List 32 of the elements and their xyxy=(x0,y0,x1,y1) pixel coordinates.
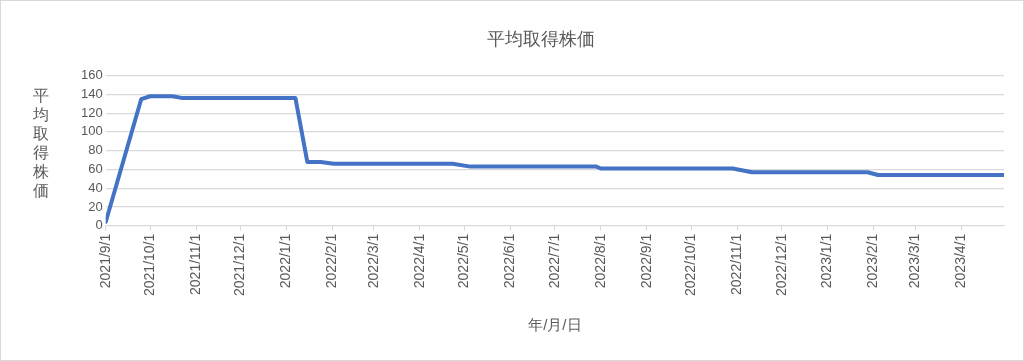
x-tick-label: 2022/8/1 xyxy=(591,233,608,289)
x-tick-label: 2022/7/1 xyxy=(545,233,562,289)
y-tick-label: 100 xyxy=(80,123,103,139)
y-tick-label: 120 xyxy=(80,104,103,120)
x-tick-label: 2021/12/1 xyxy=(231,233,248,297)
x-tick-label: 2023/1/1 xyxy=(818,233,835,289)
x-tick-label: 2022/2/1 xyxy=(323,233,340,289)
x-tick-label: 2022/12/1 xyxy=(772,233,789,297)
y-tick-label: 0 xyxy=(95,217,103,233)
x-tick-label: 2021/11/1 xyxy=(186,233,203,295)
y-tick-label: 160 xyxy=(80,67,103,83)
y-tick-label: 40 xyxy=(88,179,103,195)
y-tick-label: 80 xyxy=(88,142,103,158)
y-tick-label: 60 xyxy=(88,161,103,176)
x-tick-label: 2022/6/1 xyxy=(501,233,518,289)
x-tick-label: 2021/10/1 xyxy=(141,233,158,297)
x-tick-label: 2023/2/1 xyxy=(864,233,881,289)
y-tick-label: 20 xyxy=(88,198,103,214)
x-tick-label: 2022/10/1 xyxy=(682,233,699,297)
x-tick-label: 2021/9/1 xyxy=(96,233,113,289)
x-tick-label: 2022/11/1 xyxy=(728,233,745,295)
y-axis-title: 平均取得株価 xyxy=(33,86,49,200)
x-axis-title: 年/月/日 xyxy=(528,316,582,334)
chart-title: 平均取得株価 xyxy=(487,28,595,50)
y-tick-label: 140 xyxy=(80,85,103,101)
x-tick-label: 2022/5/1 xyxy=(455,233,472,289)
x-tick-label: 2022/4/1 xyxy=(410,233,427,289)
x-tick-label: 2022/3/1 xyxy=(364,233,381,289)
x-tick-label: 2023/3/1 xyxy=(905,233,922,289)
x-tick-label: 2023/4/1 xyxy=(951,233,968,289)
x-tick-label: 2022/9/1 xyxy=(637,233,654,289)
x-tick-label: 2022/1/1 xyxy=(277,233,294,289)
